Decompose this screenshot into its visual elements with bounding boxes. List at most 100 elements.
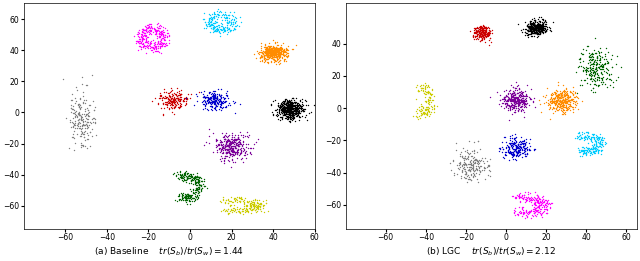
Point — [415, 109, 425, 114]
Point — [276, 50, 286, 54]
Point — [236, 142, 246, 146]
Point — [540, 29, 550, 33]
Point — [218, 134, 228, 138]
Point — [521, 98, 531, 103]
Point — [516, 90, 527, 94]
Point — [529, 23, 540, 28]
Point — [507, 99, 517, 104]
Point — [261, 50, 271, 54]
Point — [538, 30, 548, 34]
Point — [475, 31, 485, 35]
Point — [157, 41, 167, 45]
Point — [205, 13, 215, 17]
Point — [289, 101, 299, 105]
Point — [529, 18, 540, 22]
Point — [527, 26, 537, 31]
Point — [291, 103, 301, 107]
Point — [266, 50, 276, 54]
Point — [498, 155, 508, 159]
Point — [425, 96, 435, 100]
Point — [500, 98, 510, 102]
Point — [513, 96, 524, 100]
Point — [204, 97, 214, 102]
Point — [481, 29, 491, 34]
Point — [583, 66, 593, 70]
Point — [613, 75, 623, 79]
Point — [222, 21, 232, 25]
Point — [182, 194, 192, 198]
Point — [221, 104, 232, 108]
Point — [274, 54, 284, 58]
Point — [540, 19, 550, 23]
Point — [134, 44, 145, 48]
Point — [482, 165, 492, 169]
Point — [217, 106, 227, 110]
Point — [265, 48, 275, 52]
Point — [172, 96, 182, 100]
Point — [586, 76, 596, 81]
Point — [532, 32, 543, 36]
Point — [279, 105, 289, 109]
Point — [280, 109, 291, 114]
Point — [266, 51, 276, 56]
Point — [227, 140, 237, 144]
Point — [477, 29, 487, 33]
Point — [266, 47, 276, 51]
Point — [513, 212, 524, 216]
Point — [138, 27, 148, 31]
Point — [477, 32, 488, 36]
Point — [187, 193, 197, 197]
Point — [271, 113, 281, 117]
Point — [287, 101, 297, 105]
Point — [509, 103, 519, 107]
Point — [585, 69, 595, 73]
Point — [522, 211, 532, 216]
Point — [504, 104, 514, 109]
Point — [281, 100, 291, 105]
Point — [147, 48, 157, 52]
Point — [198, 17, 209, 21]
Point — [145, 44, 155, 48]
Point — [266, 51, 276, 56]
Point — [209, 21, 220, 26]
Point — [233, 144, 243, 148]
Point — [141, 27, 152, 31]
Point — [515, 209, 525, 213]
Point — [271, 49, 282, 53]
Point — [77, 118, 87, 122]
Point — [508, 144, 518, 148]
Point — [252, 205, 262, 209]
Point — [275, 106, 285, 110]
Point — [591, 55, 602, 60]
Point — [468, 147, 479, 152]
Point — [140, 31, 150, 35]
Point — [200, 184, 210, 188]
Point — [173, 194, 183, 198]
Point — [274, 53, 284, 57]
Point — [533, 22, 543, 26]
Point — [584, 151, 595, 156]
Point — [538, 22, 548, 26]
Point — [468, 166, 478, 170]
Point — [252, 205, 262, 210]
Point — [524, 26, 534, 30]
Point — [474, 30, 484, 34]
Point — [151, 45, 161, 49]
Point — [282, 51, 292, 55]
Point — [236, 199, 246, 203]
Point — [145, 28, 155, 32]
Point — [561, 108, 571, 112]
Point — [477, 33, 487, 37]
Point — [424, 85, 434, 89]
Point — [141, 36, 152, 40]
Point — [463, 162, 473, 166]
Point — [586, 70, 596, 74]
Point — [221, 139, 232, 143]
Point — [220, 209, 230, 213]
Point — [591, 69, 601, 73]
Point — [534, 24, 544, 28]
Point — [193, 175, 203, 180]
Point — [280, 110, 291, 114]
Point — [531, 210, 541, 214]
Point — [264, 46, 275, 50]
